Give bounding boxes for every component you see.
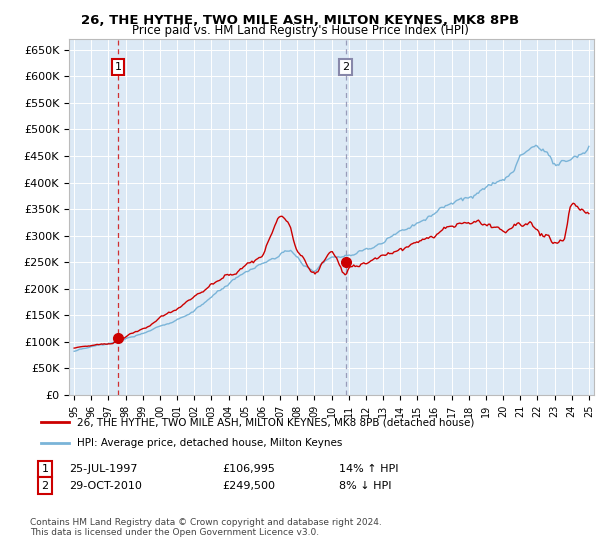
Text: £249,500: £249,500 — [222, 480, 275, 491]
Text: 25-JUL-1997: 25-JUL-1997 — [69, 464, 137, 474]
Text: 26, THE HYTHE, TWO MILE ASH, MILTON KEYNES, MK8 8PB: 26, THE HYTHE, TWO MILE ASH, MILTON KEYN… — [81, 14, 519, 27]
Text: £106,995: £106,995 — [222, 464, 275, 474]
Text: Contains HM Land Registry data © Crown copyright and database right 2024.
This d: Contains HM Land Registry data © Crown c… — [30, 518, 382, 538]
Text: Price paid vs. HM Land Registry's House Price Index (HPI): Price paid vs. HM Land Registry's House … — [131, 24, 469, 37]
Text: 14% ↑ HPI: 14% ↑ HPI — [339, 464, 398, 474]
Text: 1: 1 — [41, 464, 49, 474]
Text: 26, THE HYTHE, TWO MILE ASH, MILTON KEYNES, MK8 8PB (detached house): 26, THE HYTHE, TWO MILE ASH, MILTON KEYN… — [77, 417, 474, 427]
Text: HPI: Average price, detached house, Milton Keynes: HPI: Average price, detached house, Milt… — [77, 438, 342, 448]
Text: 2: 2 — [41, 480, 49, 491]
Text: 1: 1 — [115, 62, 122, 72]
Text: 29-OCT-2010: 29-OCT-2010 — [69, 480, 142, 491]
Text: 2: 2 — [342, 62, 349, 72]
Text: 8% ↓ HPI: 8% ↓ HPI — [339, 480, 391, 491]
